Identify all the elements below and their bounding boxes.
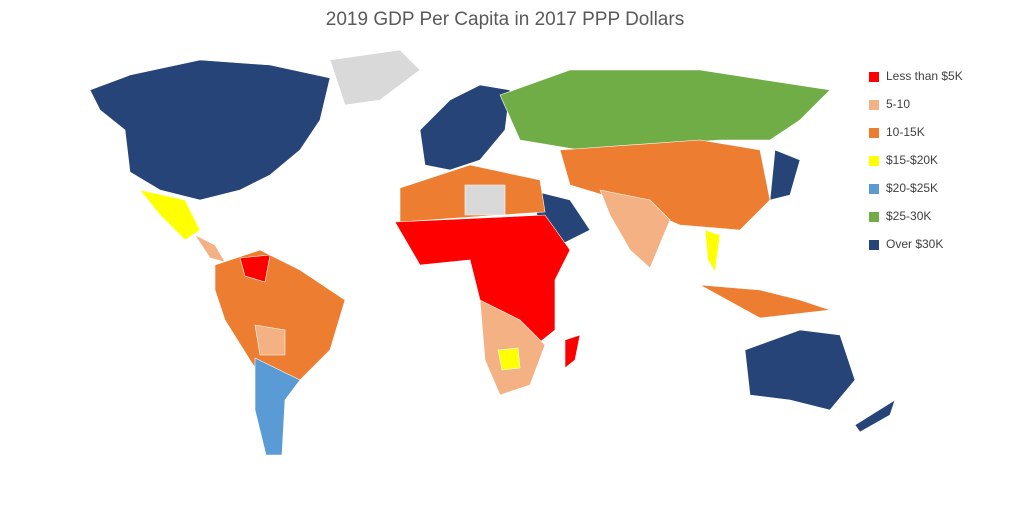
- legend-label: $15-$20K: [886, 153, 938, 167]
- legend-label: $20-$25K: [886, 181, 938, 195]
- legend-swatch: [869, 156, 879, 166]
- legend: Less than $5K 5-10 10-15K $15-$20K $20-$25K $…: [869, 69, 963, 251]
- botswana: [497, 347, 521, 371]
- legend-swatch: [869, 212, 879, 222]
- southern-cone: [254, 357, 301, 456]
- india: [599, 189, 671, 269]
- greenland: [329, 49, 421, 106]
- legend-label: 5-10: [886, 97, 910, 111]
- north-america: [89, 59, 331, 201]
- southern-africa: [479, 299, 546, 396]
- indonesia: [699, 284, 831, 319]
- legend-swatch: [869, 72, 879, 82]
- russia: [499, 69, 831, 151]
- thailand: [704, 229, 721, 273]
- bolivia: [254, 324, 286, 356]
- new-zealand: [854, 399, 896, 433]
- legend-swatch: [869, 100, 879, 110]
- mexico: [139, 189, 201, 241]
- europe: [419, 84, 511, 171]
- legend-label: 10-15K: [886, 125, 925, 139]
- legend-swatch: [869, 184, 879, 194]
- legend-swatch: [869, 240, 879, 250]
- china: [559, 139, 771, 231]
- libya: [464, 184, 506, 216]
- legend-label: Less than $5K: [886, 69, 963, 83]
- countries: [89, 49, 896, 456]
- madagascar: [564, 334, 581, 369]
- venezuela: [239, 254, 271, 283]
- australia: [744, 329, 856, 411]
- japan: [769, 149, 801, 201]
- map-title: 2019 GDP Per Capita in 2017 PPP Dollars: [326, 9, 684, 30]
- legend-swatch: [869, 128, 879, 138]
- legend-label: Over $30K: [886, 237, 943, 251]
- legend-label: $25-30K: [886, 209, 931, 223]
